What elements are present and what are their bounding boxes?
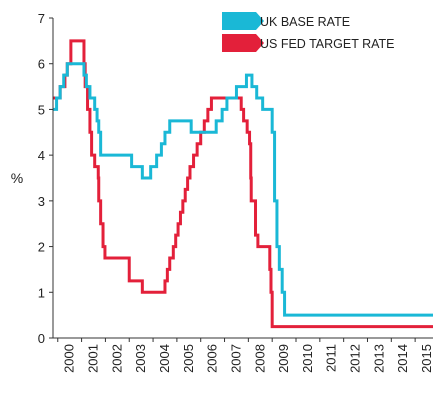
x-tick-label: 2006 [205,344,220,373]
x-tick-label: 2014 [395,344,410,373]
plot-area [53,39,433,329]
x-tick-label: 2004 [157,344,172,373]
x-tick-label: 2008 [252,344,267,373]
y-axis-label: % [11,170,23,186]
y-tick-label: 3 [38,194,45,209]
x-tick-label: 2003 [133,344,148,373]
y-tick-label: 5 [38,102,45,117]
x-tick-label: 2012 [348,344,363,373]
x-tick-label: 2013 [371,344,386,373]
y-tick-label: 2 [38,240,45,255]
y-tick-label: 7 [38,11,45,26]
x-tick-label: 2002 [109,344,124,373]
legend-label: UK BASE RATE [260,15,350,29]
x-tick-label: 2011 [324,344,339,372]
y-tick-label: 6 [38,57,45,72]
x-tick-label: 2007 [228,344,243,373]
legend-swatch [222,34,264,52]
legend-label: US FED TARGET RATE [260,37,395,51]
axes: 0 1 2 3 4 5 6 7% 2000 2001 2002 2003 2004 2005 2006 200… [11,11,433,373]
y-tick-label: 0 [38,331,45,346]
x-tick-label: 2005 [181,344,196,373]
legend: UK BASE RATE US FED TARGET RATE [222,12,395,52]
series-line-uk-base-rate [53,62,433,317]
x-tick-label: 2001 [86,344,101,373]
x-tick-label: 2015 [419,344,433,373]
x-tick-label: 2010 [300,344,315,373]
legend-swatch [222,12,264,30]
y-tick-label: 1 [38,285,45,300]
y-tick-label: 4 [38,148,45,163]
x-tick-label: 2000 [62,344,77,373]
x-tick-label: 2009 [276,344,291,373]
series-line-us-fed-target-rate [53,39,433,329]
